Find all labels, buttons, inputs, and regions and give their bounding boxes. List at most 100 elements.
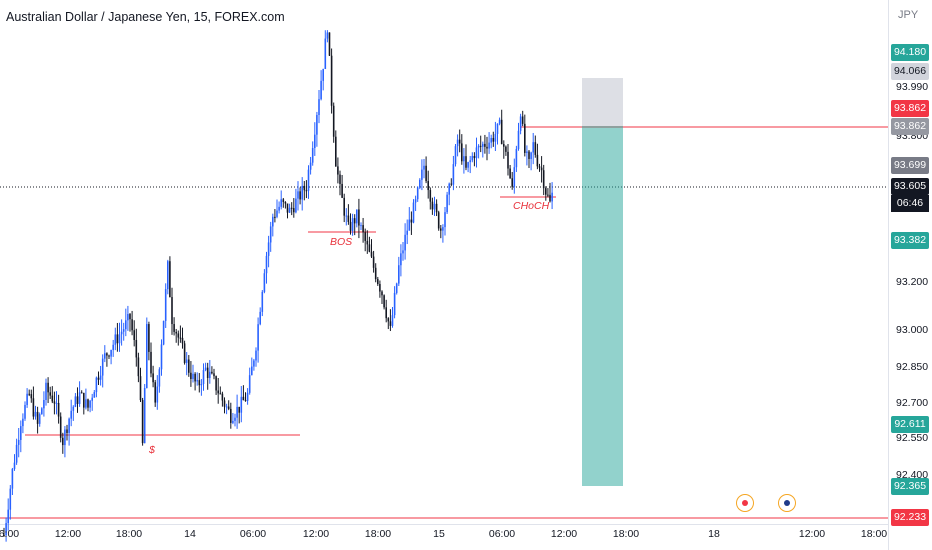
liquidity-label: $ xyxy=(149,444,155,456)
target-zone-box xyxy=(582,126,623,486)
candle-body xyxy=(276,210,278,217)
candle-body xyxy=(475,147,478,159)
candle-body xyxy=(519,116,522,131)
candle-body xyxy=(213,373,215,377)
candle-body xyxy=(215,376,217,391)
time-tick: 12:00 xyxy=(550,528,578,540)
candle-body xyxy=(297,191,299,199)
candle-body xyxy=(34,411,37,417)
box-top-price-label: 94.066 xyxy=(891,63,929,80)
candle-body xyxy=(232,420,234,423)
candle-body xyxy=(461,143,463,162)
candle-body xyxy=(358,209,360,226)
candle-body xyxy=(162,320,165,345)
candle-body xyxy=(68,418,70,433)
candle-body xyxy=(402,250,404,254)
time-tick: 12:00 xyxy=(302,528,330,540)
candle-body xyxy=(11,468,14,489)
candle-body xyxy=(30,394,33,399)
time-tick: 12:00 xyxy=(798,528,826,540)
candle-body xyxy=(265,255,268,274)
candle-body xyxy=(379,284,381,292)
price-tick: 93.000 xyxy=(896,324,929,336)
candle-body xyxy=(328,32,331,56)
candle-body xyxy=(540,167,543,171)
candle-body xyxy=(521,116,524,124)
candle-body xyxy=(206,367,209,379)
candle-body xyxy=(446,194,448,213)
candle-body xyxy=(423,165,425,170)
candle-body xyxy=(196,380,198,382)
candle-body xyxy=(64,429,66,446)
candle-body xyxy=(507,151,509,169)
candle-body xyxy=(494,133,497,142)
candle-body xyxy=(471,155,474,161)
candle-body xyxy=(148,324,150,352)
candle-body xyxy=(536,154,539,167)
candle-body xyxy=(110,350,112,357)
candle-body xyxy=(547,194,549,196)
time-tick: 18:00 xyxy=(860,528,888,540)
candle-body xyxy=(32,398,35,417)
candle-body xyxy=(349,221,352,231)
candle-body xyxy=(398,265,400,284)
candle-body xyxy=(38,414,41,424)
candle-body xyxy=(223,400,226,407)
candle-body xyxy=(272,216,274,227)
candle-body xyxy=(80,392,83,394)
economic-event-icon[interactable] xyxy=(736,494,754,512)
candle-body xyxy=(66,429,68,433)
candle-body xyxy=(181,337,184,344)
candle-body xyxy=(104,353,106,359)
candle-body xyxy=(41,408,43,415)
candle-body xyxy=(45,382,47,400)
bos-label: BOS xyxy=(330,236,353,248)
candle-body xyxy=(192,373,194,380)
candle-body xyxy=(498,119,501,124)
candle-body xyxy=(482,143,484,147)
candle-body xyxy=(91,397,93,401)
candle-body xyxy=(400,253,402,266)
candle-body xyxy=(179,337,182,339)
australia-flag-icon[interactable] xyxy=(778,494,796,512)
candle-body xyxy=(236,406,238,418)
candle-body xyxy=(532,142,534,153)
candle-body xyxy=(490,137,492,143)
candle-body xyxy=(362,225,364,233)
candle-body xyxy=(479,145,482,147)
candle-body xyxy=(13,462,16,469)
candle-body xyxy=(255,350,257,361)
candle-body xyxy=(496,123,499,134)
chart-title: Australian Dollar / Japanese Yen, 15, FO… xyxy=(6,10,285,24)
candle-body xyxy=(17,439,20,445)
candle-body xyxy=(314,134,316,149)
candle-body xyxy=(211,371,213,374)
candle-body xyxy=(127,314,129,321)
candle-body xyxy=(311,148,314,163)
candle-body xyxy=(154,382,156,403)
candle-body xyxy=(190,372,192,380)
candle-body xyxy=(93,392,96,398)
candle-body xyxy=(280,199,282,207)
candle-body xyxy=(395,283,398,293)
candle-body xyxy=(524,123,526,153)
bottom-price-label: 92.233 xyxy=(891,509,929,526)
candle-body xyxy=(406,230,408,235)
candle-body xyxy=(259,311,261,325)
candle-body xyxy=(307,169,310,191)
candle-body xyxy=(167,261,169,290)
candle-body xyxy=(28,393,30,395)
candle-body xyxy=(137,357,140,377)
candle-body xyxy=(74,396,77,407)
candle-body xyxy=(177,333,180,338)
time-tick: 15 xyxy=(433,528,445,540)
candle-body xyxy=(169,261,171,298)
candle-body xyxy=(542,170,545,189)
candle-body xyxy=(70,410,72,419)
candle-body xyxy=(152,373,154,383)
candle-body xyxy=(410,219,413,223)
candle-body xyxy=(534,142,537,155)
candle-body xyxy=(244,400,247,402)
candle-body xyxy=(164,289,167,321)
